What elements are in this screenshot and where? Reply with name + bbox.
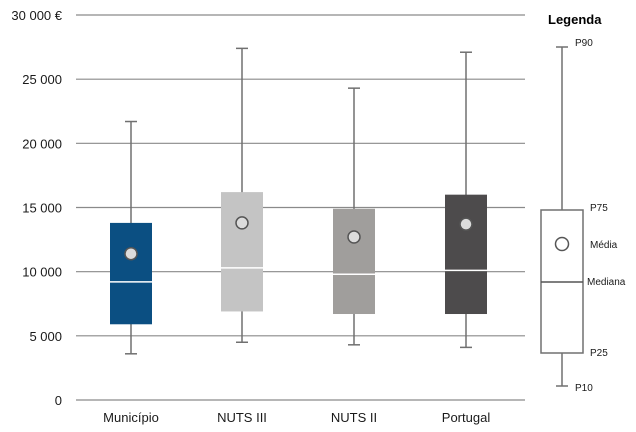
box-3: [333, 87, 375, 346]
box-4: [445, 51, 487, 349]
legend-title: Legenda: [548, 12, 602, 27]
box-body: [445, 194, 487, 315]
x-axis-categories: Município NUTS III NUTS II Portugal: [103, 410, 490, 425]
box-body: [333, 208, 375, 315]
y-tick-label: 30 000 €: [11, 8, 62, 23]
x-category-label: Portugal: [442, 410, 491, 425]
legend-label-p90: P90: [575, 38, 593, 49]
y-tick-label: 25 000: [22, 72, 62, 87]
legend-mean-marker: [554, 236, 570, 252]
legend: Legenda P90 P75 Média Mediana P25 P10: [540, 12, 626, 394]
box-body: [221, 192, 263, 312]
legend-label-median: Mediana: [587, 277, 626, 288]
mean-marker: [124, 246, 138, 261]
y-tick-label: 20 000: [22, 136, 62, 151]
x-category-label: NUTS II: [331, 410, 377, 425]
y-tick-label: 10 000: [22, 265, 62, 280]
legend-label-p10: P10: [575, 383, 593, 394]
box-1: [110, 120, 152, 355]
y-tick-label: 15 000: [22, 201, 62, 216]
y-tick-label: 5 000: [29, 329, 62, 344]
mean-marker: [347, 230, 361, 244]
legend-label-mean: Média: [590, 240, 618, 251]
mean-marker: [459, 217, 473, 231]
legend-label-p75: P75: [590, 203, 608, 214]
x-category-label: NUTS III: [217, 410, 267, 425]
box-body: [110, 222, 152, 325]
legend-label-p25: P25: [590, 348, 608, 359]
box-2: [221, 47, 263, 343]
y-axis-ticks: 0 5 000 10 000 15 000 20 000 25 000 30 000 €: [11, 8, 62, 408]
y-tick-label: 0: [55, 393, 62, 408]
x-category-label: Município: [103, 410, 159, 425]
mean-marker: [235, 216, 249, 230]
box-series: [110, 47, 487, 355]
